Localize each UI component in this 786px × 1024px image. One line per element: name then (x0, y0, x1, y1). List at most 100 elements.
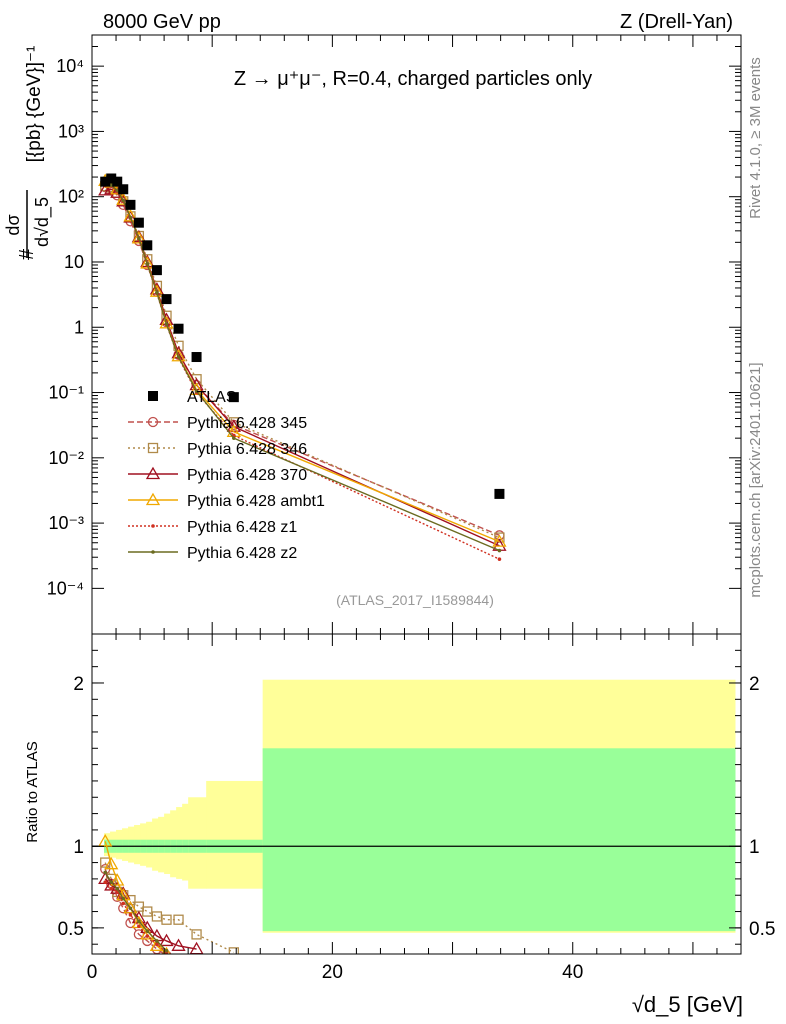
ratio-y-tick-label: 2 (73, 674, 84, 695)
ratio-point-pythia-6-428-z2 (128, 906, 133, 911)
ratio-panel-frame (91, 633, 742, 955)
data-point-atlas (100, 176, 111, 187)
data-point-pythia-6-428-ambt1 (140, 256, 155, 269)
data-point-atlas (161, 294, 172, 305)
data-point-pythia-6-428-ambt1 (123, 209, 138, 222)
ratio-point-pythia-6-428-346 (191, 929, 202, 940)
legend-marker-pythia-6-428-370 (145, 466, 161, 480)
data-point-atlas (112, 176, 123, 187)
ratio-point-pythia-6-428-z1 (103, 880, 108, 884)
main-y-tick-label: 10³ (58, 121, 84, 141)
legend-marker-atlas (148, 391, 158, 401)
data-point-atlas (125, 199, 136, 210)
x-tick-label: 40 (562, 962, 583, 983)
data-point-atlas (118, 184, 129, 195)
ratio-point-pythia-6-428-346 (228, 947, 239, 954)
data-point-atlas (106, 173, 117, 184)
ratio-plot-area (92, 679, 741, 954)
data-point-pythia-6-428-346 (494, 532, 505, 543)
ratio-axes: 0.5 0.51 12 20 20 40 (58, 634, 775, 983)
data-point-atlas (173, 323, 184, 334)
ratio-point-pythia-6-428-z1 (121, 901, 126, 906)
plot-title: Z → μ⁺μ⁻, R=0.4, charged particles only (234, 68, 592, 90)
data-point-pythia-6-428-ambt1 (149, 284, 165, 297)
ratio-point-pythia-6-428-346 (161, 914, 172, 925)
data-point-pythia-6-428-z2 (128, 215, 133, 220)
ratio-point-pythia-6-428-z2 (109, 880, 114, 884)
ratio-y-tick-label: 0.5 (58, 919, 84, 940)
main-y-tick-label: 10⁻³ (48, 513, 84, 533)
data-point-pythia-6-428-z2 (137, 236, 141, 241)
rivet-version-label: Rivet 4.1.0, ≥ 3M events (747, 57, 764, 219)
data-point-pythia-6-428-z2 (176, 355, 181, 359)
ratio-y-tick-label-right: 1 (749, 837, 760, 858)
legend-marker-pythia-6-428-346 (147, 442, 159, 454)
main-y-tick-label: 10² (58, 187, 84, 207)
ratio-y-tick-label-right: 0.5 (749, 919, 775, 940)
data-point-pythia-6-428-ambt1 (116, 192, 131, 205)
data-point-pythia-6-428-z2 (121, 198, 126, 203)
ratio-point-pythia-6-428-ambt1 (110, 873, 125, 886)
legend-label-pythia-6-428-z1: Pythia 6.428 z1 (187, 519, 297, 536)
ratio-point-pythia-6-428-z1 (128, 913, 133, 917)
ratio-point-pythia-6-428-ambt1 (162, 946, 171, 954)
ratio-point-pythia-6-428-346 (100, 857, 111, 868)
ratio-point-pythia-6-428-370 (159, 933, 174, 947)
ratio-point-pythia-6-428-z2 (145, 929, 150, 933)
header-process-label: Z (Drell-Yan) (620, 11, 733, 33)
data-point-pythia-6-428-z2 (109, 183, 114, 188)
data-point-pythia-6-428-ambt1 (159, 315, 174, 329)
main-y-tick-label: 10 (64, 252, 84, 272)
ratio-point-pythia-6-428-z1 (145, 934, 150, 938)
ratio-point-pythia-6-428-z2 (155, 939, 159, 943)
legend-label-pythia-6-428-z2: Pythia 6.428 z2 (187, 545, 297, 562)
main-y-tick-label: 10⁻¹ (48, 383, 84, 403)
data-point-atlas (133, 217, 144, 228)
data-point-pythia-6-428-z2 (115, 188, 120, 193)
ratio-point-pythia-6-428-z2 (121, 896, 126, 901)
legend-marker-pythia-6-428-345 (147, 416, 159, 428)
main-axes: 10⁻⁴ 10⁻³ 10⁻² 10⁻¹ 1 10 10² 10³ 10⁴ (47, 35, 742, 634)
legend-label-pythia-6-428-346: Pythia 6.428 346 (187, 441, 307, 458)
data-point-pythia-6-428-z2 (164, 322, 169, 326)
data-point-pythia-6-428-z2 (497, 548, 502, 553)
data-point-atlas (142, 240, 153, 251)
main-plot-area (98, 173, 507, 561)
data-point-atlas (191, 352, 202, 363)
ratio-point-pythia-6-428-370 (171, 938, 186, 951)
y-label-numerator: dσ (3, 214, 23, 235)
legend: ATLAS Pythia 6.428 345 Pythia 6.428 346 Pyt… (128, 389, 325, 562)
data-point-atlas (151, 265, 162, 276)
ratio-point-pythia-6-428-z2 (103, 870, 108, 875)
legend-label-atlas: ATLAS (187, 389, 237, 406)
ratio-point-pythia-6-428-ambt1 (149, 938, 165, 951)
ratio-point-pythia-6-428-z1 (109, 886, 114, 891)
header-energy-label: 8000 GeV pp (103, 11, 221, 33)
legend-marker-pythia-6-428-z2 (151, 550, 155, 554)
main-y-axis-label: # dσ d√d_5 [{pb} {GeV}]⁻¹ (3, 46, 53, 260)
legend-label-pythia-6-428-ambt1: Pythia 6.428 ambt1 (187, 493, 325, 510)
ratio-line-pythia-6-428-z1 (104, 881, 167, 953)
ratio-point-pythia-6-428-ambt1 (104, 856, 119, 870)
data-point-pythia-6-428-z1 (497, 557, 502, 561)
data-point-pythia-6-428-ambt1 (131, 231, 146, 244)
y-label-denominator: d√d_5 (32, 197, 53, 247)
ratio-band-outer (206, 780, 264, 889)
ratio-point-pythia-6-428-z2 (137, 919, 141, 924)
ratio-point-pythia-6-428-ambt1 (123, 900, 138, 914)
ratio-point-pythia-6-428-z2 (115, 886, 120, 891)
legend-label-pythia-6-428-345: Pythia 6.428 345 (187, 415, 307, 432)
data-point-pythia-6-428-z2 (194, 389, 199, 393)
data-point-pythia-6-428-ambt1 (171, 348, 186, 362)
main-y-tick-label: 1 (74, 317, 84, 337)
ratio-y-axis-label: Ratio to ATLAS (24, 741, 41, 842)
x-axis-label: √d_5 [GeV] (632, 992, 743, 1017)
data-point-pythia-6-428-z2 (145, 262, 150, 266)
main-y-tick-label: 10⁻⁴ (47, 578, 84, 598)
ratio-point-pythia-6-428-z1 (137, 924, 141, 929)
legend-marker-pythia-6-428-ambt1 (145, 492, 161, 506)
ratio-point-pythia-6-428-346 (173, 914, 184, 925)
y-label-units: [{pb} {GeV}]⁻¹ (24, 46, 45, 163)
main-y-tick-label: 10⁴ (56, 56, 84, 76)
